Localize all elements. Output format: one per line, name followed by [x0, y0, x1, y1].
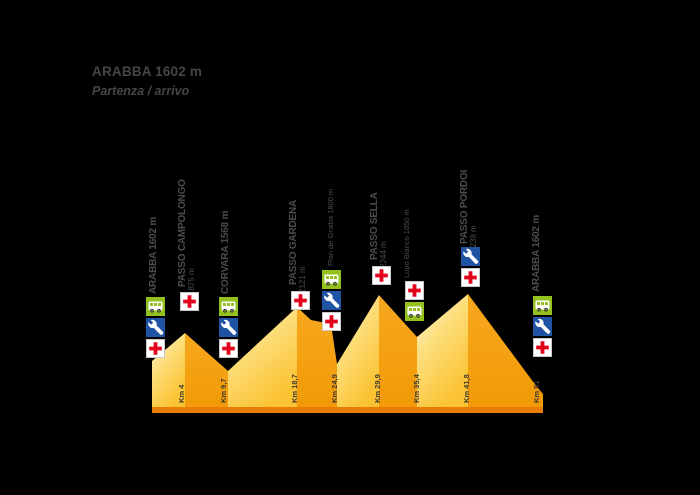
profile-segment-1 [185, 333, 228, 407]
km-label: Km 9,7 [219, 378, 228, 403]
profile-segment-3 [297, 307, 337, 407]
mountain-segments [152, 294, 543, 407]
first-aid-cross-icon [291, 291, 310, 310]
mechanical-assistance-wrench-icon [322, 291, 341, 310]
profile-segment-2 [228, 307, 297, 407]
waypoint-label-arabba-finish: ARABBA 1602 m [531, 214, 542, 292]
mechanical-assistance-wrench-icon [146, 318, 165, 337]
km-label: Km 18,7 [290, 374, 299, 403]
profile-segment-6 [417, 294, 468, 407]
km-label: Km 24,9 [330, 374, 339, 403]
km-label: Km 29,9 [373, 374, 382, 403]
page-title: ARABBA 1602 m [92, 64, 203, 79]
first-aid-cross-icon [322, 312, 341, 331]
first-aid-cross-icon [180, 292, 199, 311]
waypoint-label-passo-sella-elevation: 2244 m [379, 241, 388, 268]
km-label: Km 4 [177, 384, 186, 403]
waypoint-label-passo-gardena-elevation: 2121 m [298, 266, 307, 293]
refreshment-bus-icon [322, 270, 341, 289]
waypoint-label-corvara: CORVARA 1568 m [220, 210, 231, 294]
first-aid-cross-icon [219, 339, 238, 358]
profile-segment-0 [152, 333, 185, 407]
waypoint-label-arabba-start: ARABBA 1602 m [148, 216, 159, 294]
mechanical-assistance-wrench-icon [533, 317, 552, 336]
base-strip [152, 407, 543, 413]
km-label: Km 41,8 [462, 374, 471, 403]
first-aid-cross-icon [146, 339, 165, 358]
first-aid-cross-icon [533, 338, 552, 357]
km-label: Km 35,4 [412, 373, 421, 403]
waypoint-label-passo-campolongo-elevation: 1875 m [187, 268, 196, 295]
profile-segment-4 [337, 295, 379, 407]
km-label: Km 51 [532, 380, 541, 403]
mechanical-assistance-wrench-icon [461, 247, 480, 266]
refreshment-bus-icon [533, 296, 552, 315]
page-subtitle: Partenza / arrivo [92, 84, 190, 98]
refreshment-bus-icon [146, 297, 165, 316]
mechanical-assistance-wrench-icon [219, 318, 238, 337]
refreshment-bus-icon [219, 297, 238, 316]
base-strip-bar [152, 407, 543, 413]
waypoint-label-plan-de-gralba: Plan de Gralba 1800 m [326, 188, 335, 266]
first-aid-cross-icon [372, 266, 391, 285]
km-labels: Km 4 Km 9,7 Km 18,7 Km 24,9 Km 29,9 Km 35,4 Km… [177, 373, 541, 403]
profile-segment-7 [468, 294, 543, 407]
first-aid-cross-icon [405, 281, 424, 300]
profile-segment-5 [379, 295, 417, 407]
refreshment-bus-icon [405, 302, 424, 321]
waypoint-label-lupo-bianco: Lupo Bianco 1850 m [402, 209, 411, 278]
first-aid-cross-icon [461, 268, 480, 287]
